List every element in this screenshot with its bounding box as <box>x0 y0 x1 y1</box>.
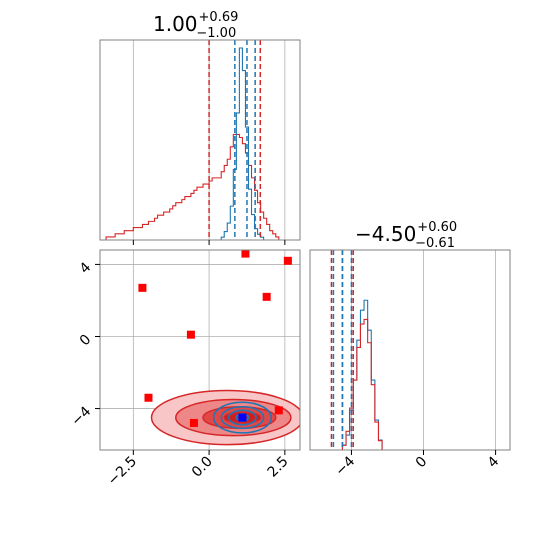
title-param-1-plus: +0.60 <box>417 220 457 235</box>
scatter-point-blue <box>238 413 247 422</box>
hist-blue-param-0 <box>100 47 300 240</box>
scatter-point-red <box>186 330 195 339</box>
title-param-1: −4.50+0.60 −0.61 <box>355 220 457 251</box>
hist-blue-param-1 <box>310 299 510 450</box>
x-tick-label: 4 <box>485 453 503 471</box>
title-param-0: 1.00+0.69 −1.00 <box>153 10 238 41</box>
panel-frame <box>99 249 301 451</box>
hist-red-param-1 <box>310 318 510 450</box>
x-tick-label: 2.5 <box>265 454 292 481</box>
scatter-point-red <box>283 256 292 265</box>
x-tick-label: −2.5 <box>105 454 140 489</box>
hist-red-param-0 <box>100 133 300 240</box>
scatter-point-red <box>138 283 147 292</box>
contour-blue <box>220 405 265 430</box>
scatter-point-red <box>144 393 153 402</box>
y-tick-label: 4 <box>77 259 95 277</box>
scatter-point-red <box>241 249 250 258</box>
y-tick-label: −4 <box>68 404 94 430</box>
contour-blue <box>212 401 273 434</box>
title-param-1-minus: −0.61 <box>415 236 455 251</box>
title-param-0-plus: +0.69 <box>199 10 239 25</box>
scatter-point-red <box>262 292 271 301</box>
title-param-0-median: 1.00 <box>153 12 198 36</box>
title-param-1-median: −4.50 <box>355 222 416 246</box>
scatter-point-red <box>274 406 283 415</box>
x-tick-label: 0.0 <box>189 454 216 481</box>
title-param-0-minus: −1.00 <box>196 26 236 41</box>
panel-frame <box>309 249 511 451</box>
hist-group <box>310 299 510 450</box>
x-tick-label: 0 <box>413 454 431 472</box>
y-tick-label: 0 <box>77 332 95 350</box>
contour-blue <box>227 409 257 426</box>
scatter-point-red <box>189 418 198 427</box>
panel-frame <box>99 39 301 241</box>
joint-panel <box>100 249 300 450</box>
marginal-panel-param-1 <box>310 250 510 450</box>
x-tick-label: −4 <box>332 453 358 479</box>
marginal-panel-param-0 <box>100 40 300 240</box>
hist-group <box>100 47 300 240</box>
contour-group <box>150 389 300 446</box>
